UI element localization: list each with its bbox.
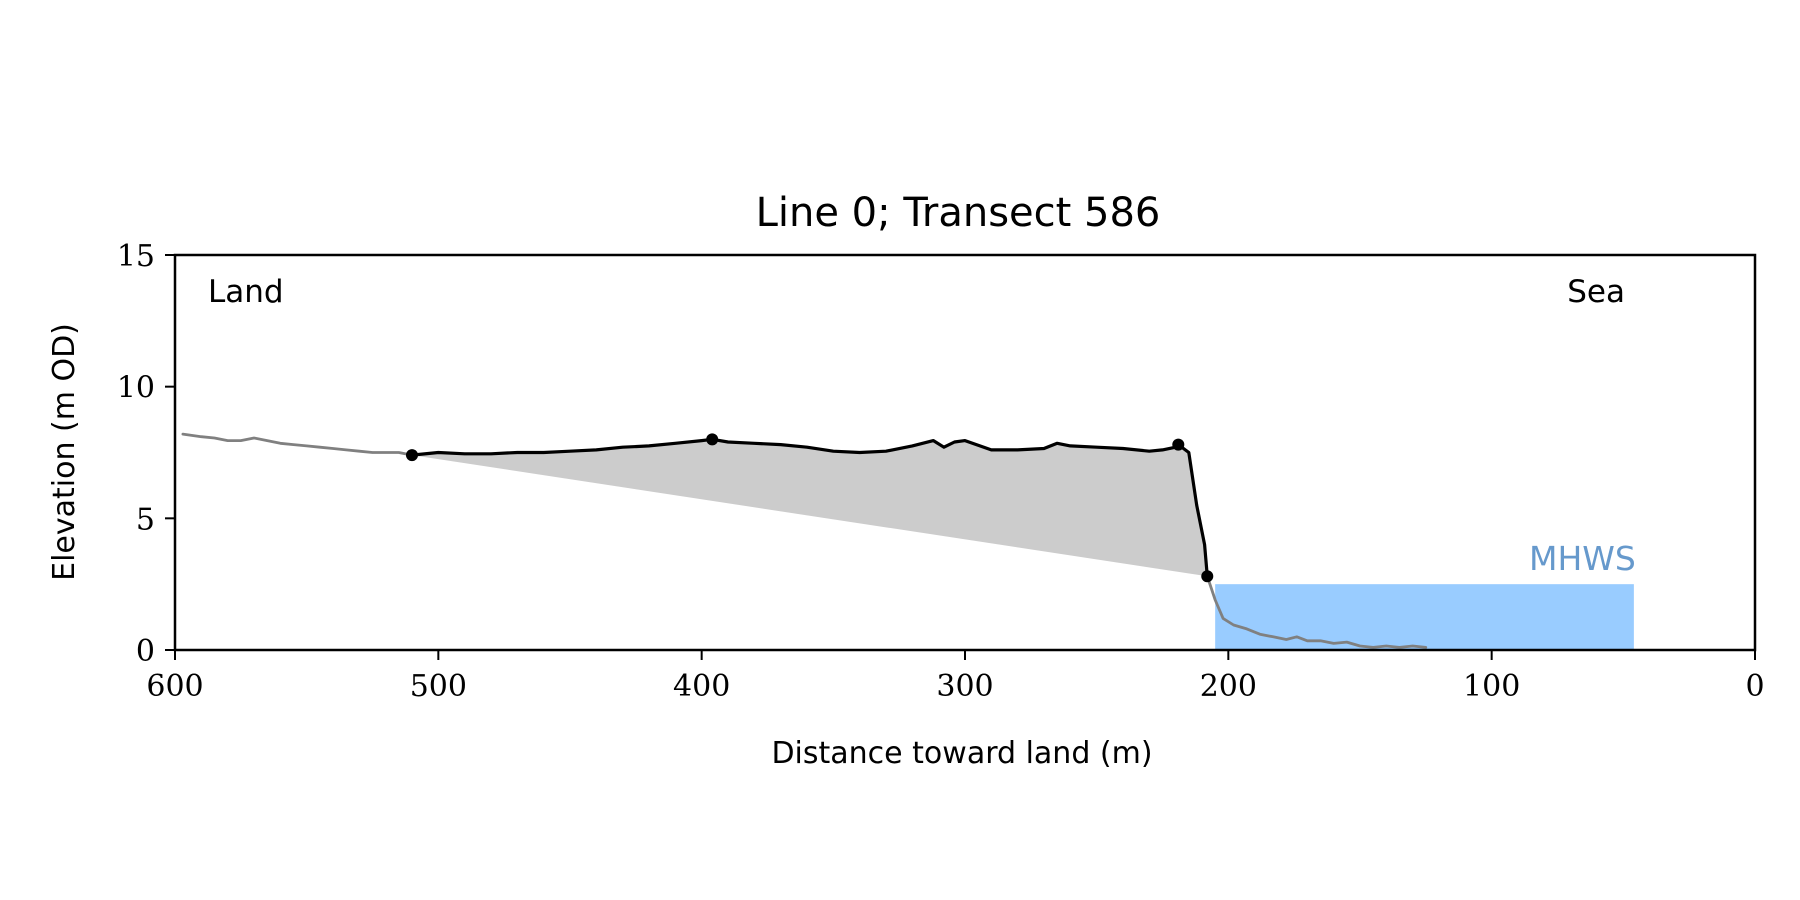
x-tick-label: 300 (936, 669, 993, 704)
x-tick-label: 100 (1463, 669, 1520, 704)
x-tick-label: 500 (410, 669, 467, 704)
land-label: Land (208, 274, 284, 310)
profile-marker (406, 449, 418, 462)
chart-title: Line 0; Transect 586 (756, 190, 1161, 236)
x-tick-label: 0 (1745, 669, 1764, 704)
mhws-label: MHWS (1529, 539, 1636, 578)
landward-profile-line (181, 432, 414, 457)
y-tick-label: 0 (136, 634, 155, 669)
y-tick-label: 5 (136, 502, 155, 537)
plot-area: MHWS (181, 432, 1636, 650)
cliff-profile-line (410, 437, 1209, 578)
x-tick-label: 400 (673, 669, 730, 704)
mhws-band (1215, 584, 1634, 650)
area-fill (412, 439, 1208, 577)
x-tick-label: 600 (146, 669, 203, 704)
sea-label: Sea (1567, 274, 1625, 310)
profile-marker (1201, 570, 1214, 583)
x-axis-label: Distance toward land (m) (771, 736, 1152, 771)
profile-marker (706, 433, 719, 446)
profile-marker (1172, 438, 1185, 451)
y-axis-label: Elevation (m OD) (47, 323, 82, 581)
y-tick-label: 15 (117, 239, 155, 274)
axis-ticks: 600 500 400 300 200 100 0 0 5 10 15 (117, 239, 1765, 704)
x-tick-label: 200 (1200, 669, 1257, 704)
y-tick-label: 10 (117, 371, 155, 406)
seaward-profile-line (1205, 574, 1428, 649)
